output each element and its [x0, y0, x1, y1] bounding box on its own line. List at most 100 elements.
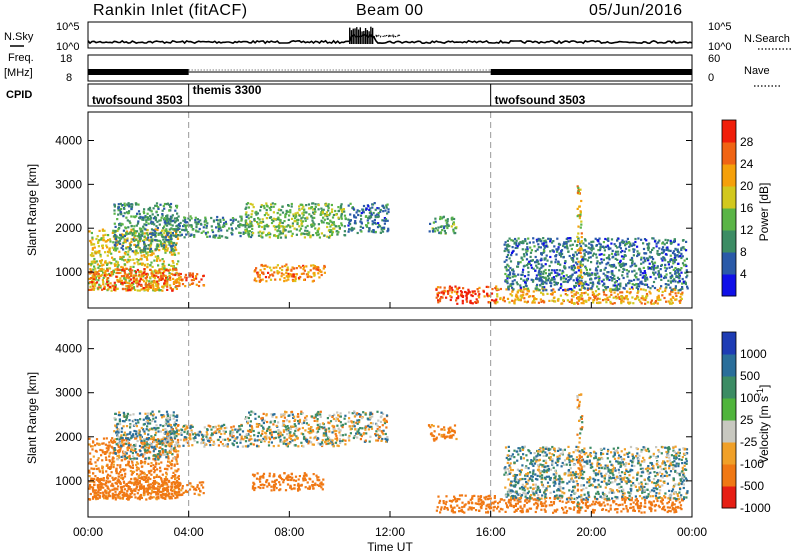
power-echo-cell: [272, 266, 275, 269]
power-echo-cell: [587, 283, 590, 286]
power-echo-cell: [134, 272, 137, 275]
power-echo-cell: [177, 234, 180, 237]
velocity-echo-cell: [146, 451, 149, 454]
power-echo-cell: [602, 289, 605, 292]
power-echo-cell: [274, 235, 278, 238]
power-echo-cell: [642, 288, 645, 291]
power-echo-cell: [673, 258, 676, 261]
power-echo-cell: [317, 203, 320, 207]
power-echo-cell: [603, 253, 606, 256]
power-echo-cell: [664, 253, 667, 256]
power-echo-cell: [149, 218, 152, 221]
power-echo-cell: [103, 274, 106, 277]
power-echo-cell: [340, 206, 343, 209]
velocity-echo-cell: [154, 481, 157, 484]
power-echo-cell: [439, 286, 442, 289]
velocity-echo-cell: [168, 441, 171, 444]
noise-search-trace: [369, 33, 401, 39]
power-echo-cell: [566, 247, 569, 250]
power-echo-cell: [519, 241, 522, 244]
velocity-echo-cell: [105, 494, 108, 497]
power-echo-cell: [512, 288, 515, 291]
power-echo-cell: [660, 275, 663, 278]
power-echo-cell: [155, 283, 158, 286]
velocity-echo-cell: [128, 486, 131, 489]
power-echo-cell: [681, 255, 684, 258]
power-echo-cell: [225, 222, 228, 226]
power-echo-cell: [515, 242, 518, 245]
velocity-echo-cell: [96, 497, 99, 500]
power-echo-cell: [171, 269, 174, 272]
velocity-echo-cell: [119, 436, 122, 439]
power-echo-cell: [631, 270, 634, 273]
power-echo-cell: [584, 291, 587, 294]
power-echo-cell: [190, 233, 193, 237]
power-echo-cell: [154, 228, 157, 231]
power-echo-cell: [156, 280, 159, 283]
power-echo-cell: [143, 254, 146, 257]
power-echo-cell: [445, 296, 448, 299]
velocity-echo-cell: [166, 417, 169, 420]
power-echo-cell: [300, 221, 303, 224]
velocity-echo-cell: [145, 498, 148, 501]
power-echo-cell: [294, 279, 297, 283]
velocity-echo-cell: [129, 431, 132, 434]
power-echo-cell: [576, 235, 579, 238]
power-echo-cell: [589, 247, 592, 250]
velocity-echo-cell: [171, 440, 174, 443]
power-echo-cell: [333, 223, 336, 226]
power-echo-cell: [506, 239, 509, 242]
velocity-echo-cell: [143, 453, 146, 456]
velocity-echo-cell: [172, 417, 175, 420]
velocity-echo-cell: [151, 491, 154, 494]
velocity-echo-cell: [154, 487, 157, 490]
power-echo-cell: [580, 248, 583, 251]
power-echo-cell: [599, 269, 602, 272]
velocity-echo-cell: [166, 486, 169, 489]
power-echo-cell: [377, 212, 380, 215]
power-echo-cell: [609, 276, 612, 279]
power-echo-cell: [573, 271, 576, 274]
power-echo-cell: [90, 231, 93, 235]
power-echo-cell: [582, 249, 585, 252]
velocity-echo-cell: [104, 496, 107, 499]
power-echo-cell: [618, 264, 621, 267]
power-echo-cell: [217, 227, 220, 230]
power-echo-cell: [540, 291, 543, 294]
velocity-echo-cell: [156, 489, 160, 493]
power-echo-cell: [674, 270, 677, 273]
power-echo-cell: [663, 243, 666, 246]
power-echo-cell: [681, 262, 685, 265]
power-echo-cell: [250, 224, 253, 228]
power-echo-cell: [469, 299, 472, 302]
power-echo-cell: [531, 280, 535, 283]
power-echo-cell: [457, 295, 460, 298]
velocity-echo-cell: [152, 496, 155, 499]
power-echo-cell: [560, 255, 563, 258]
velocity-echo-cell: [157, 458, 160, 461]
power-echo-cell: [509, 293, 512, 296]
power-echo-cell: [114, 289, 117, 292]
velocity-echo-cell: [154, 459, 157, 462]
power-echo-cell: [220, 229, 223, 232]
power-echo-cell: [156, 243, 159, 246]
velocity-echo-cell: [116, 435, 120, 438]
velocity-echo-cell: [147, 447, 150, 450]
power-echo-cell: [578, 280, 581, 283]
power-echo-cell: [576, 215, 579, 218]
power-echo-cell: [555, 254, 558, 257]
velocity-echo-cell: [137, 483, 140, 486]
power-echo-cell: [548, 299, 551, 302]
power-echo-cell: [165, 203, 168, 206]
velocity-echo-cell: [102, 486, 105, 489]
power-echo-cell: [522, 286, 525, 289]
velocity-echo-cell: [152, 490, 155, 493]
velocity-echo-cell: [98, 470, 102, 473]
power-echo-cell: [611, 272, 614, 275]
power-echo-cell: [446, 220, 449, 223]
power-echo-cell: [667, 249, 670, 252]
velocity-echo-cell: [107, 448, 110, 451]
power-echo-cell: [515, 253, 518, 256]
power-echo-cell: [281, 211, 285, 214]
power-echo-cell: [577, 188, 580, 192]
